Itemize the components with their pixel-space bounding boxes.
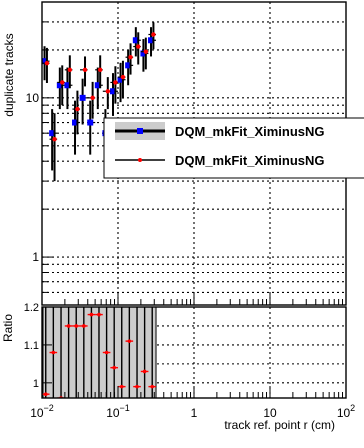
ratio-points-layer <box>42 307 157 398</box>
data-point-red <box>60 80 65 85</box>
data-point-red <box>113 80 118 85</box>
ratio-point <box>43 392 48 397</box>
x-tick-label: 10−2 <box>30 403 54 420</box>
series-layer <box>42 22 157 182</box>
ratio-point <box>150 384 155 389</box>
data-point-blue <box>64 82 71 89</box>
data-point-red <box>120 74 126 80</box>
legend: DQM_mkFit_XiminusNG DQM_mkFit_XiminusNG <box>103 117 364 179</box>
legend-label-red: DQM_mkFit_XiminusNG <box>175 153 325 168</box>
ratio-axis-label: Ratio <box>1 314 15 342</box>
data-point-red <box>90 95 95 101</box>
data-point-blue <box>140 50 147 57</box>
data-point-red <box>75 106 80 112</box>
data-point-blue <box>117 76 124 83</box>
data-point-blue <box>148 37 155 44</box>
data-point-blue <box>109 88 116 95</box>
ratio-point <box>135 384 139 389</box>
data-point-red <box>97 67 103 73</box>
ratio-y-tick-label: 1.1 <box>24 340 39 352</box>
ratio-y-tick-label: 1.2 <box>24 302 39 314</box>
ratio-point <box>119 384 124 389</box>
y-axis-label: duplicate tracks <box>2 33 16 116</box>
ratio-point <box>104 350 109 355</box>
data-point-red <box>44 61 50 66</box>
data-point-red <box>67 67 73 73</box>
data-point-red <box>151 32 156 37</box>
ratio-point <box>97 312 101 317</box>
ratio-point <box>112 365 116 370</box>
legend-marker-red <box>138 158 142 162</box>
x-axis-label: track ref. point r (cm) <box>224 418 335 432</box>
legend-marker-blue <box>137 128 143 134</box>
ratio-point <box>74 324 79 328</box>
ratio-point <box>66 324 71 328</box>
data-point-blue <box>132 37 139 44</box>
data-point-red <box>136 44 141 49</box>
data-point-blue <box>79 94 86 101</box>
data-point-blue <box>72 119 79 126</box>
y-tick-label: 1 <box>32 250 39 264</box>
ratio-point <box>127 339 132 343</box>
ratio-point <box>142 369 147 374</box>
main-ticks: 1 10 <box>26 1 344 306</box>
data-point-red <box>105 89 111 94</box>
data-point-blue <box>94 82 101 89</box>
data-point-blue <box>56 82 63 89</box>
data-point-red <box>143 49 149 54</box>
ratio-point <box>89 312 94 317</box>
data-point-blue <box>49 130 56 137</box>
x-tick-label: 10−1 <box>106 403 130 420</box>
ratio-y-tick-label: 1 <box>33 378 39 390</box>
y-tick-label: 10 <box>26 91 40 105</box>
x-tick-label: 10 <box>263 406 277 420</box>
ratio-point <box>82 324 86 328</box>
data-point-red <box>128 55 133 60</box>
legend-label-blue: DQM_mkFit_XiminusNG <box>175 124 325 139</box>
data-point-red <box>52 136 57 142</box>
data-point-blue <box>125 62 132 69</box>
data-point-red <box>82 67 88 73</box>
data-point-blue <box>42 58 48 65</box>
data-point-blue <box>87 119 94 126</box>
x-tick-label: 102 <box>337 403 355 420</box>
x-tick-label: 1 <box>191 406 198 420</box>
ratio-point <box>51 350 56 355</box>
